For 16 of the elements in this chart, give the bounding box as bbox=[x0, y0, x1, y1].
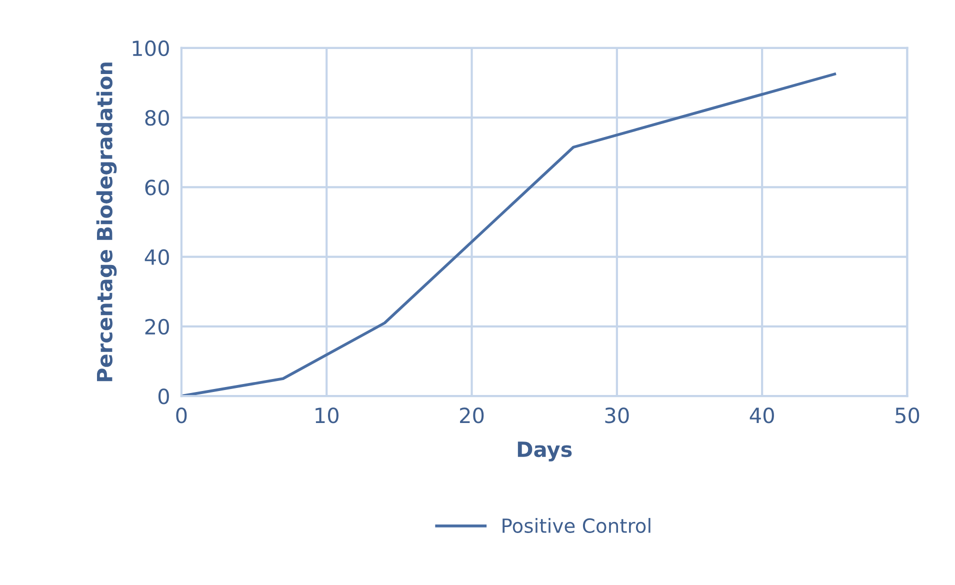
y-tick-label: 20 bbox=[145, 318, 169, 335]
y-tick-label: 40 bbox=[144, 249, 169, 266]
x-tick-label: 20 bbox=[460, 408, 484, 424]
x-tick-label: 10 bbox=[316, 408, 338, 424]
x-tick-label: 0 bbox=[176, 408, 187, 424]
y-tick-label: 0 bbox=[158, 388, 169, 404]
y-tick-label: 60 bbox=[145, 180, 169, 196]
x-axis-title: Days bbox=[518, 442, 572, 462]
legend-label: Positive Control bbox=[502, 518, 650, 534]
x-tick-label: 40 bbox=[750, 408, 774, 424]
x-tick-label: 30 bbox=[605, 408, 629, 424]
y-axis-title: Percentage Biodegradation bbox=[96, 62, 117, 382]
x-tick-label: 50 bbox=[896, 408, 920, 424]
y-tick-label: 100 bbox=[132, 40, 169, 56]
y-tick-label: 80 bbox=[145, 110, 169, 126]
line-series bbox=[181, 72, 836, 396]
